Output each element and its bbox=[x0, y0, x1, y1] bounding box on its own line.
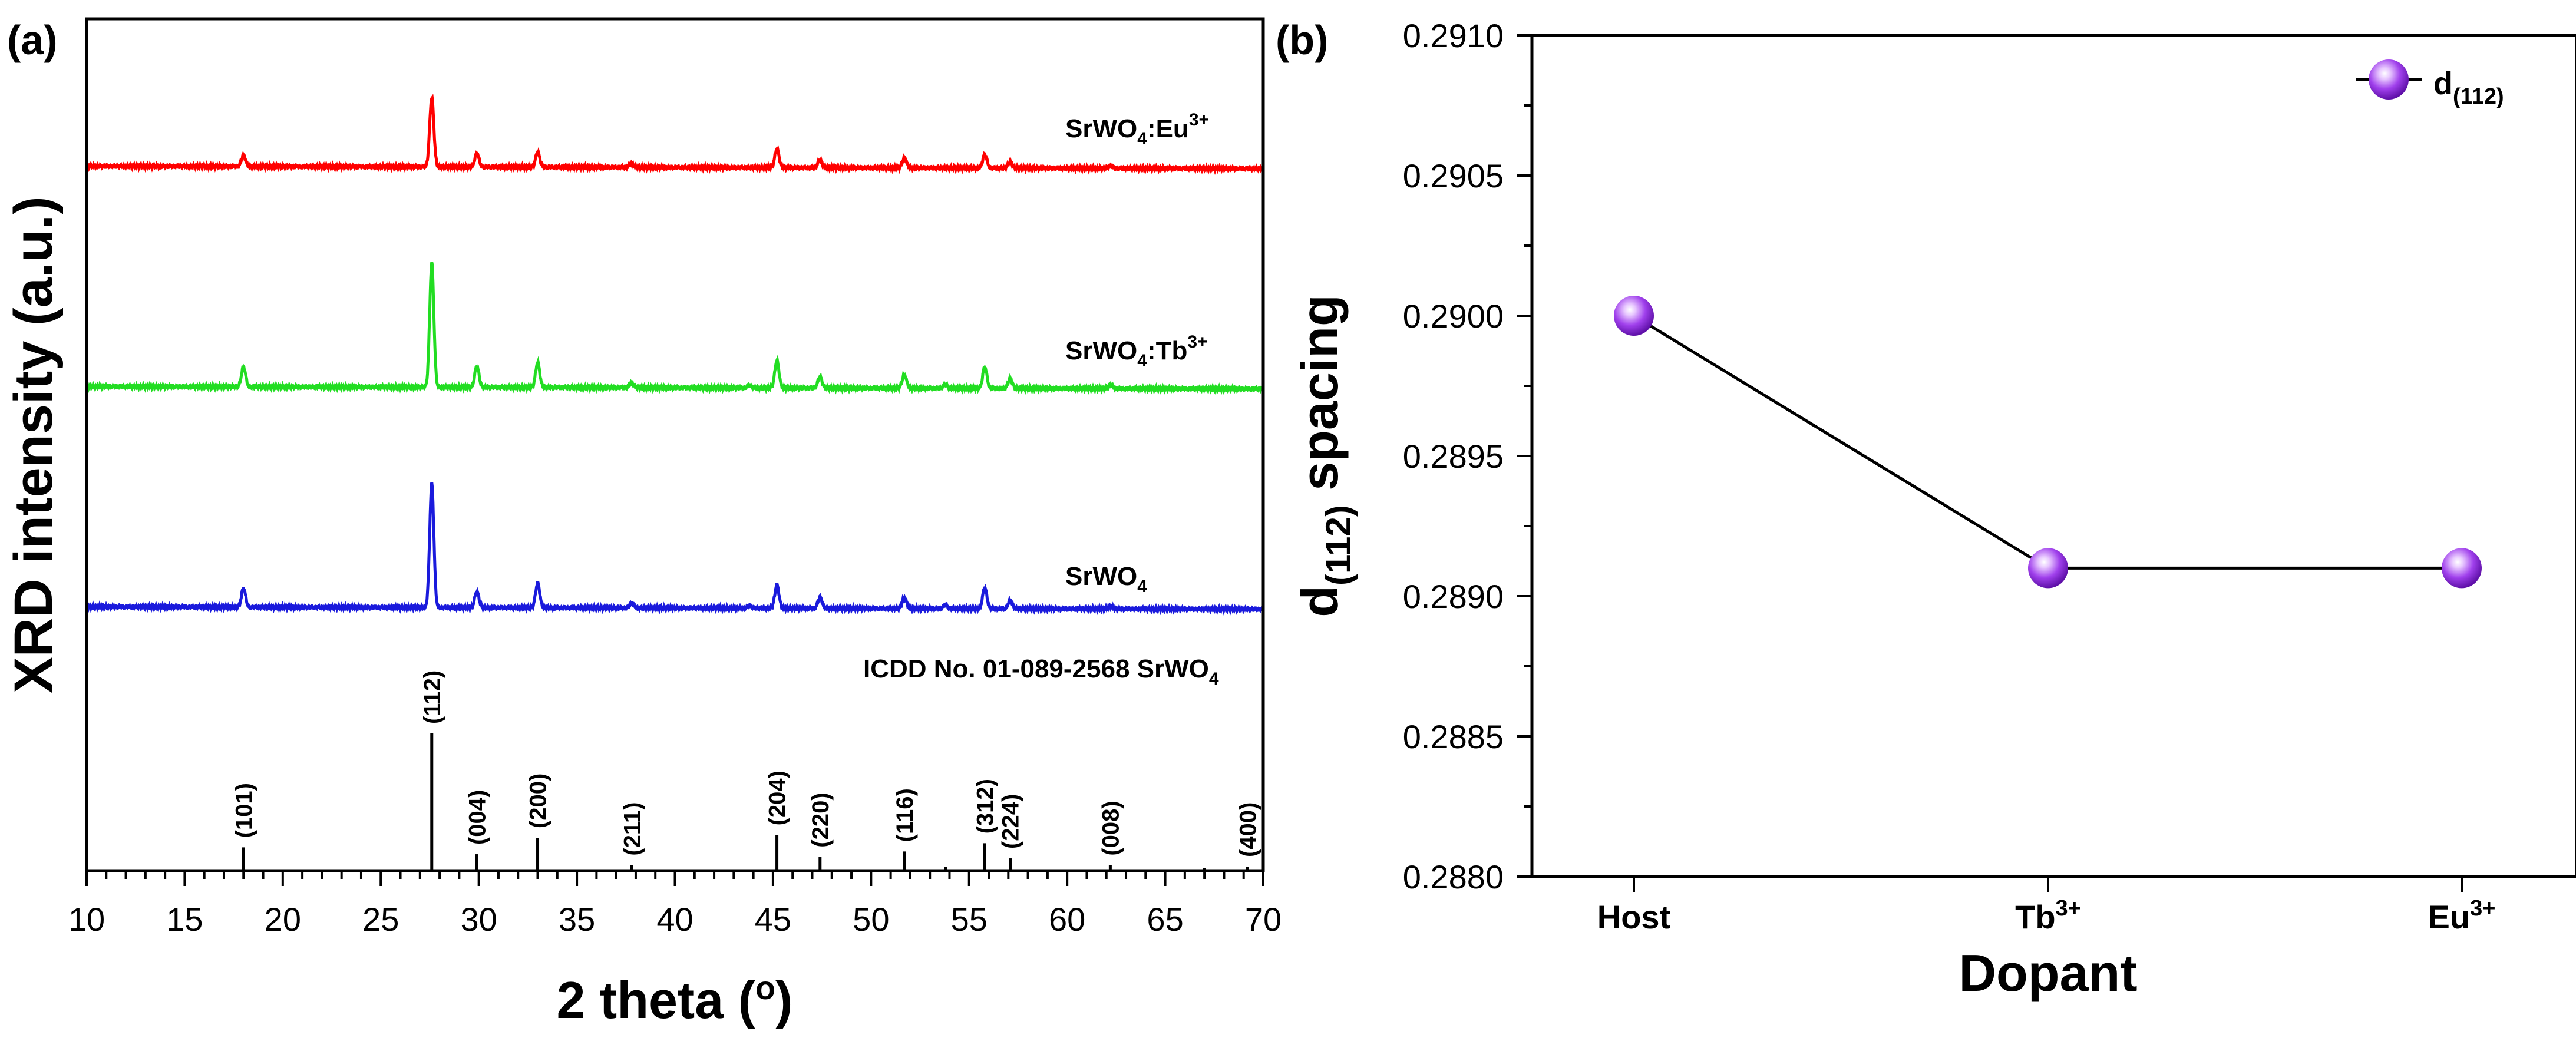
xrd-series-line bbox=[85, 482, 1264, 616]
xrd-series-line bbox=[85, 94, 1265, 175]
panel-b-legend-marker bbox=[2369, 59, 2409, 100]
d112-point bbox=[2028, 548, 2068, 589]
xrd-series-label: SrWO4:Tb3+ bbox=[1065, 332, 1208, 371]
panel-b-x-axis-title: Dopant bbox=[1959, 944, 2137, 1002]
x-tick-label: Tb3+ bbox=[2015, 896, 2081, 935]
panel-b: (b) 0.2880 0.2885 0.2890 0.2895 0.2900 0.2905… bbox=[1276, 17, 2576, 1002]
panel-b-y-axis-title-rest: spacing bbox=[1290, 295, 1349, 505]
panel-a-series: SrWO4:Eu3+ SrWO4:Tb3+ SrWO4 bbox=[85, 94, 1265, 616]
panel-b-legend: d(112) bbox=[2356, 59, 2504, 109]
reference-hkl-label: (116) bbox=[892, 788, 918, 842]
panel-a-x-axis-title: 2 theta (o) bbox=[557, 969, 793, 1029]
x-tick-label: 35 bbox=[559, 901, 595, 938]
d112-point bbox=[1614, 296, 1654, 336]
reference-hkl-label: (112) bbox=[420, 670, 445, 724]
x-tick-label: 70 bbox=[1245, 901, 1282, 938]
panel-b-label: (b) bbox=[1276, 17, 1328, 63]
panel-a-y-axis-title: XRD intensity (a.u.) bbox=[4, 196, 64, 693]
reference-hkl-label: (312) bbox=[972, 779, 998, 834]
reference-hkl-label: (224) bbox=[998, 794, 1024, 849]
panel-b-x-axis: Host Tb3+ Eu3+ bbox=[1597, 877, 2496, 935]
xrd-series-line bbox=[85, 262, 1264, 395]
panel-b-y-axis-title-sub: (112) bbox=[1319, 505, 1358, 586]
xrd-series-label: SrWO4 bbox=[1065, 562, 1147, 596]
panel-a-x-axis-title-main: 2 theta ( bbox=[557, 971, 756, 1029]
reference-hkl-label: (004) bbox=[464, 790, 490, 845]
x-tick-label: Eu3+ bbox=[2428, 896, 2496, 935]
x-tick-label: 30 bbox=[461, 901, 497, 938]
panel-b-legend-label: d(112) bbox=[2433, 66, 2504, 109]
y-tick-label: 0.2895 bbox=[1403, 438, 1504, 475]
reference-hkl-label: (204) bbox=[765, 771, 791, 825]
x-tick-label: 10 bbox=[68, 901, 105, 938]
panel-a-x-axis-title-end: ) bbox=[775, 971, 792, 1029]
reference-hkl-label: (211) bbox=[619, 802, 645, 856]
y-tick-label: 0.2900 bbox=[1403, 297, 1504, 335]
x-tick-label: 50 bbox=[853, 901, 889, 938]
reference-hkl-label: (220) bbox=[808, 792, 834, 847]
y-tick-label: 0.2890 bbox=[1403, 578, 1504, 615]
panel-a-label: (a) bbox=[7, 17, 58, 63]
x-tick-label: 60 bbox=[1049, 901, 1085, 938]
x-tick-label: 40 bbox=[656, 901, 693, 938]
panel-b-y-axis: 0.2880 0.2885 0.2890 0.2895 0.2900 0.2905 0.29… bbox=[1403, 17, 1532, 895]
panel-a-x-axis-title-degree: o bbox=[755, 969, 775, 1006]
reference-label: ICDD No. 01-089-2568 SrWO4 bbox=[863, 654, 1219, 689]
panel-a-plot-frame bbox=[85, 17, 1265, 872]
panel-a-x-axis: 10 15 20 25 30 35 40 45 50 55 60 65 70 bbox=[68, 871, 1282, 938]
panel-a-reference-pattern: (101) (112) (004) (200) (211) (204) (220) (116)… bbox=[87, 654, 1263, 872]
panel-b-legend-label-main: d bbox=[2433, 66, 2453, 101]
panel-b-series bbox=[1614, 296, 2482, 589]
y-tick-label: 0.2910 bbox=[1403, 17, 1504, 54]
d112-series-line bbox=[1633, 314, 2462, 570]
x-tick-label: 20 bbox=[265, 901, 301, 938]
y-tick-label: 0.2905 bbox=[1403, 157, 1504, 194]
panel-b-legend-label-sub: (112) bbox=[2453, 84, 2504, 109]
reference-hkl-label: (008) bbox=[1098, 801, 1124, 855]
reference-hkl-label: (400) bbox=[1235, 802, 1261, 857]
x-tick-label: Host bbox=[1597, 898, 1670, 935]
xrd-series-label: SrWO4:Eu3+ bbox=[1065, 110, 1209, 148]
y-tick-label: 0.2880 bbox=[1403, 858, 1504, 895]
panel-b-y-axis-title-d: d bbox=[1290, 586, 1349, 617]
y-tick-label: 0.2885 bbox=[1403, 718, 1504, 755]
panel-b-y-axis-title: d(112) spacing bbox=[1290, 295, 1358, 617]
x-tick-label: 55 bbox=[951, 901, 988, 938]
x-tick-label: 25 bbox=[362, 901, 399, 938]
x-tick-label: 45 bbox=[755, 901, 791, 938]
d112-point bbox=[2442, 548, 2482, 589]
reference-hkl-label: (101) bbox=[231, 783, 257, 838]
panel-b-plot-frame bbox=[1530, 34, 2576, 878]
x-tick-label: 65 bbox=[1147, 901, 1183, 938]
panel-a: (a) SrWO4:Eu3+ SrWO4:Tb3+ SrWO4 (101) (112)… bbox=[4, 17, 1282, 1029]
reference-hkl-label: (200) bbox=[526, 773, 551, 828]
x-tick-label: 15 bbox=[166, 901, 203, 938]
